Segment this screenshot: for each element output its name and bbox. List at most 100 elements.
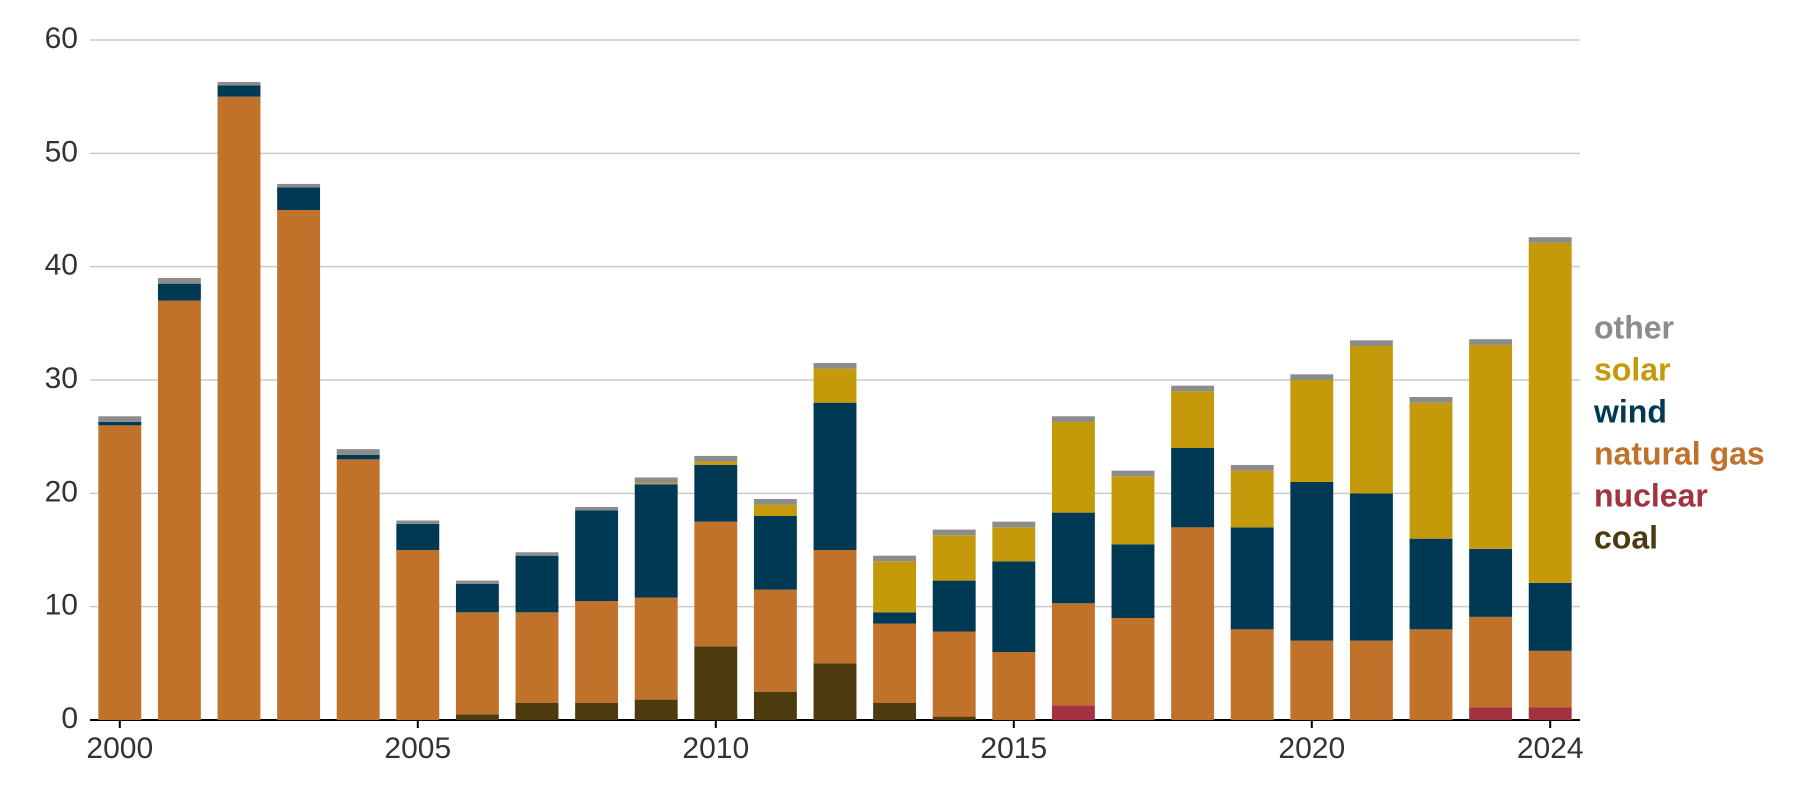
bar-segment <box>694 465 738 522</box>
bar-segment <box>277 183 321 188</box>
bar-segment <box>873 703 917 720</box>
bar-segment <box>1111 476 1155 545</box>
bar-segment <box>813 368 857 403</box>
bar-segment <box>992 652 1036 720</box>
legend-label: coal <box>1594 519 1658 555</box>
bar-segment <box>1051 603 1095 706</box>
bar-segment <box>1171 391 1215 448</box>
bar-segment <box>992 527 1036 562</box>
bar-segment <box>157 300 201 720</box>
x-tick-label: 2000 <box>86 732 153 765</box>
bar-segment <box>396 523 440 550</box>
legend-label: wind <box>1593 393 1667 429</box>
bar-segment <box>515 703 559 720</box>
bar-segment <box>1111 470 1155 477</box>
bar-segment <box>873 623 917 703</box>
y-tick-label: 50 <box>45 135 78 168</box>
bar-segment <box>157 283 201 301</box>
bar-segment <box>813 363 857 369</box>
bar-segment <box>932 716 976 720</box>
bar-segment <box>1409 402 1453 539</box>
bar-segment <box>1409 538 1453 630</box>
legend-label: solar <box>1594 351 1670 387</box>
bar-segment <box>813 663 857 720</box>
y-tick-label: 10 <box>45 589 78 622</box>
bar-segment <box>575 506 619 511</box>
bar-segment <box>575 510 619 601</box>
bar-segment <box>1230 470 1274 528</box>
bar-segment <box>1290 380 1334 482</box>
x-tick-label: 2024 <box>1517 732 1584 765</box>
bar-segment <box>336 459 380 720</box>
bar-segment <box>1469 616 1513 708</box>
bar-segment <box>1171 448 1215 528</box>
bar-segment <box>694 646 738 720</box>
bar-segment <box>1171 385 1215 392</box>
bar-segment <box>813 550 857 664</box>
bar-segment <box>1290 640 1334 720</box>
bar-segment <box>753 589 797 692</box>
bar-segment <box>1051 512 1095 604</box>
bar-segment <box>992 521 1036 528</box>
bar-segment <box>1349 493 1393 641</box>
bar-segment <box>753 691 797 720</box>
bar-segment <box>217 81 261 86</box>
bar-segment <box>1469 339 1513 345</box>
legend-label: nuclear <box>1594 477 1708 513</box>
bar-segment <box>1349 640 1393 720</box>
bar-segment <box>98 425 142 720</box>
y-tick-label: 40 <box>45 249 78 282</box>
x-tick-label: 2005 <box>384 732 451 765</box>
bar-segment <box>753 516 797 590</box>
bar-segment <box>1111 618 1155 720</box>
y-tick-label: 30 <box>45 362 78 395</box>
bar-segment <box>1528 237 1572 243</box>
legend-label: other <box>1594 309 1674 345</box>
x-tick-label: 2020 <box>1278 732 1345 765</box>
bar-segment <box>455 714 499 720</box>
bar-segment <box>753 499 797 505</box>
bar-segment <box>932 631 976 717</box>
bar-segment <box>1469 548 1513 617</box>
bar-segment <box>1230 527 1274 630</box>
bar-segment <box>336 449 380 455</box>
bar-segment <box>575 601 619 703</box>
bar-segment <box>396 520 440 524</box>
bar-segment <box>694 461 738 465</box>
bar-segment <box>217 96 261 720</box>
bar-segment <box>1290 374 1334 380</box>
bar-segment <box>277 187 321 210</box>
bar-segment <box>992 561 1036 652</box>
bar-segment <box>1051 705 1095 720</box>
y-tick-label: 60 <box>45 22 78 55</box>
bar-segment <box>634 484 678 598</box>
bar-segment <box>932 529 976 536</box>
y-tick-label: 20 <box>45 475 78 508</box>
bar-segment <box>1349 340 1393 346</box>
bar-segment <box>1230 629 1274 720</box>
bar-segment <box>694 521 738 647</box>
bar-segment <box>1290 482 1334 641</box>
bar-segment <box>873 612 917 624</box>
bar-segment <box>1528 650 1572 708</box>
bar-segment <box>1469 707 1513 720</box>
bar-segment <box>1230 465 1274 471</box>
x-tick-label: 2010 <box>682 732 749 765</box>
bar-segment <box>1528 707 1572 720</box>
bar-segment <box>455 612 499 715</box>
bar-segment <box>634 699 678 720</box>
legend-label: natural gas <box>1594 435 1765 471</box>
bar-segment <box>694 455 738 462</box>
bar-segment <box>634 483 678 485</box>
bar-segment <box>813 402 857 550</box>
bar-segment <box>98 416 142 422</box>
bar-segment <box>396 550 440 720</box>
bar-segment <box>1051 416 1095 422</box>
bar-segment <box>1528 582 1572 651</box>
bar-segment <box>634 597 678 700</box>
y-tick-label: 0 <box>61 702 78 735</box>
bar-segment <box>634 477 678 484</box>
bar-segment <box>515 612 559 703</box>
bar-segment <box>1111 544 1155 618</box>
